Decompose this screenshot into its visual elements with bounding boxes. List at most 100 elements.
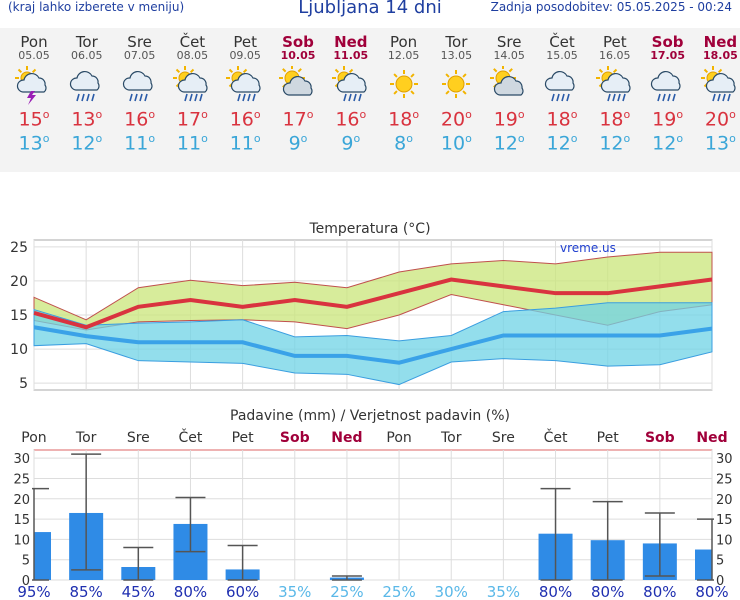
y-tick-label: 25	[10, 240, 28, 256]
precip-probability: 25%	[382, 583, 415, 600]
precip-probability: 35%	[278, 583, 311, 600]
precip-probability: 30%	[435, 583, 468, 600]
x-tick-label: Sob	[280, 430, 310, 446]
forecast-day: Čet 15.05 18o 12o	[536, 28, 588, 155]
y-tick-label: 10	[13, 533, 30, 548]
watermark: vreme.us	[560, 241, 616, 255]
max-temp: 16o	[229, 108, 261, 131]
day-date: 09.05	[229, 49, 261, 62]
temperature-title: Temperatura (°C)	[308, 221, 430, 237]
y-tick-label: 5	[19, 376, 28, 392]
min-temp: 12o	[546, 132, 578, 155]
x-tick-label: Pon	[386, 430, 411, 446]
x-tick-label: Pet	[232, 430, 255, 446]
day-name: Sre	[496, 33, 522, 51]
min-temp: 12o	[599, 132, 631, 155]
day-date: 17.05	[650, 49, 685, 62]
day-date: 12.05	[387, 49, 420, 62]
day-name: Pon	[389, 33, 418, 51]
day-name: Tor	[75, 33, 98, 51]
day-name: Pet	[233, 33, 257, 51]
max-temp: 20o	[704, 108, 736, 131]
y-tick-label-right: 10	[716, 533, 733, 548]
day-date: 14.05	[493, 49, 525, 62]
y-tick-label: 0	[22, 574, 30, 589]
max-temp: 17o	[282, 108, 314, 131]
partly-cloudy-icon	[279, 65, 313, 96]
y-tick-label: 10	[10, 342, 28, 358]
sun-rain-icon	[701, 66, 736, 102]
y-tick-label-right: 5	[716, 554, 724, 569]
day-name: Ned	[703, 33, 738, 51]
min-temp: 10o	[440, 132, 472, 155]
max-temp: 16o	[124, 108, 156, 131]
min-temp: 9o	[341, 132, 361, 155]
day-name: Pon	[20, 33, 48, 51]
y-tick-label-right: 20	[716, 493, 733, 508]
rain-cloud-icon	[650, 70, 681, 102]
y-tick-label: 25	[13, 472, 30, 487]
forecast-day: Čet 08.05 17o 11o	[166, 28, 218, 155]
x-tick-label: Sre	[492, 430, 515, 446]
max-temp-line	[33, 277, 713, 330]
max-temp: 20o	[440, 108, 472, 131]
x-tick-label: Ned	[331, 430, 362, 446]
forecast-day: Pon 12.05 18o 8o	[378, 28, 430, 155]
rain-cloud-icon	[544, 70, 575, 102]
precip-bar	[695, 549, 712, 580]
min-temp: 12o	[652, 132, 684, 155]
temperature-chart: Temperatura (°C) 5 10 15 20 25 vreme.us	[10, 221, 713, 392]
precip-probability: 80%	[174, 583, 207, 600]
precip-probability: 85%	[69, 583, 102, 600]
partly-cloudy-icon	[490, 65, 524, 96]
sun-rain-icon	[173, 66, 208, 102]
y-tick-label-right: 30	[716, 452, 733, 467]
forecast-day: Tor 13.05 20o 10o	[430, 28, 482, 155]
max-temp: 17o	[176, 108, 208, 131]
min-temp: 13o	[704, 132, 736, 155]
precipitation-chart: Padavine (mm) / Verjetnost padavin (%) Po…	[13, 408, 733, 600]
y-tick-label-right: 0	[716, 574, 724, 589]
max-temp: 19o	[652, 108, 684, 131]
min-temp: 11o	[229, 132, 261, 155]
y-tick-label: 5	[22, 554, 30, 569]
day-name: Ned	[334, 33, 368, 51]
sun-rain-icon	[595, 66, 631, 102]
max-temp: 13o	[71, 108, 103, 131]
x-tick-label: Pon	[21, 430, 46, 446]
y-tick-label-right: 25	[716, 472, 733, 487]
rain-cloud-icon	[122, 70, 153, 102]
day-name: Čet	[179, 33, 206, 51]
forecast-day: Pet 16.05 18o 12o	[589, 28, 641, 155]
day-name: Pet	[602, 33, 627, 51]
x-tick-label: Čet	[179, 428, 203, 446]
day-name: Čet	[549, 33, 575, 51]
rain-cloud-icon	[69, 70, 100, 102]
y-tick-label: 15	[10, 308, 28, 324]
day-date: 06.05	[71, 49, 103, 62]
max-temp: 16o	[335, 108, 367, 131]
day-date: 10.05	[280, 49, 316, 62]
forecast-day: Sre 14.05 19o 12o	[483, 28, 535, 155]
precip-bar	[34, 532, 51, 580]
y-tick-label-right: 15	[716, 513, 733, 528]
precip-probability: 60%	[226, 583, 259, 600]
page-title: Ljubljana 14 dni	[298, 0, 442, 18]
sun-rain-icon	[226, 66, 261, 102]
forecast-day: Sre 07.05 16o 11o	[114, 28, 166, 155]
menu-hint: (kraj lahko izberete v meniju)	[8, 0, 185, 14]
max-temp: 18o	[388, 108, 420, 131]
forecast-day: Pon 05.05 15o 13o	[8, 28, 60, 155]
last-updated: Zadnja posodobitev: 05.05.2025 - 00:24	[490, 0, 732, 14]
min-temp-band	[33, 302, 713, 386]
day-date: 16.05	[599, 49, 631, 62]
precipitation-title: Padavine (mm) / Verjetnost padavin (%)	[230, 408, 510, 424]
day-name: Sob	[651, 33, 684, 51]
day-name: Sre	[127, 33, 152, 51]
forecast-day: Pet 09.05 16o 11o	[219, 28, 271, 155]
sun-icon	[442, 70, 471, 98]
day-name: Sob	[282, 33, 314, 51]
max-temp: 18o	[546, 108, 578, 131]
max-temp: 15o	[18, 108, 50, 131]
y-tick-label: 20	[10, 274, 28, 290]
